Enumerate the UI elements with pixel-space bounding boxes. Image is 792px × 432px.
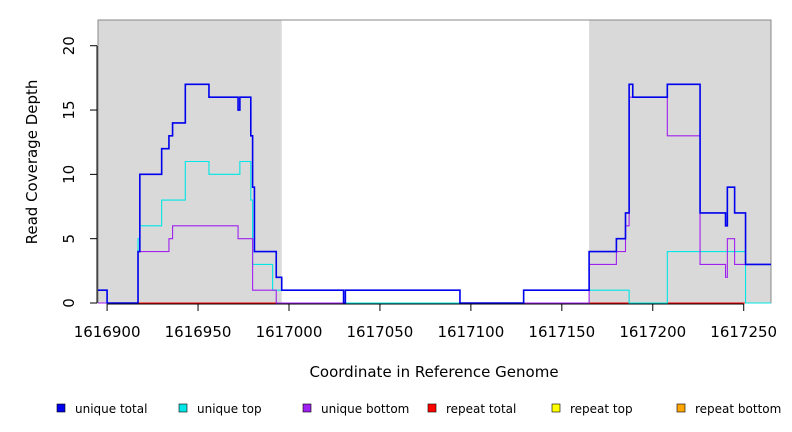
- x-tick-label: 1617000: [256, 323, 323, 341]
- legend-swatch-repeat-total: [427, 403, 437, 413]
- x-tick-label: 1617100: [437, 323, 504, 341]
- x-tick-label: 1617200: [619, 323, 686, 341]
- x-tick-label: 1617250: [710, 323, 777, 341]
- legend-swatch-unique-total: [56, 403, 66, 413]
- legend-label-unique-bottom: unique bottom: [321, 402, 409, 416]
- x-tick-label: 1616950: [165, 323, 232, 341]
- x-axis-title: Coordinate in Reference Genome: [309, 363, 558, 381]
- shaded-region-2: [589, 20, 771, 303]
- axes: 1616900 1616950 1617000 1617050 1617100 16171…: [60, 36, 777, 341]
- y-tick-label: 20: [60, 36, 78, 55]
- legend-label-repeat-bottom: repeat bottom: [695, 402, 781, 416]
- y-tick-label: 5: [60, 234, 78, 244]
- legend-swatch-repeat-bottom: [676, 403, 686, 413]
- y-tick-label: 10: [60, 165, 78, 184]
- x-tick-label: 1617150: [528, 323, 595, 341]
- y-tick-label: 0: [60, 298, 78, 308]
- series-lines: [98, 83, 771, 304]
- legend-swatch-repeat-top: [551, 403, 561, 413]
- legend-swatch-unique-top: [178, 403, 188, 413]
- legend-swatch-unique-bottom: [302, 403, 312, 413]
- y-tick-label: 15: [60, 100, 78, 119]
- x-tick-label: 1616900: [74, 323, 141, 341]
- legend-label-unique-total: unique total: [75, 402, 147, 416]
- x-tick-label: 1617050: [347, 323, 414, 341]
- y-axis-title: Read Coverage Depth: [23, 80, 41, 245]
- legend: unique total unique top unique bottom repea…: [56, 402, 781, 416]
- series-line-unique-total: [98, 83, 771, 304]
- legend-label-repeat-total: repeat total: [446, 402, 516, 416]
- legend-label-unique-top: unique top: [197, 402, 262, 416]
- legend-label-repeat-top: repeat top: [570, 402, 633, 416]
